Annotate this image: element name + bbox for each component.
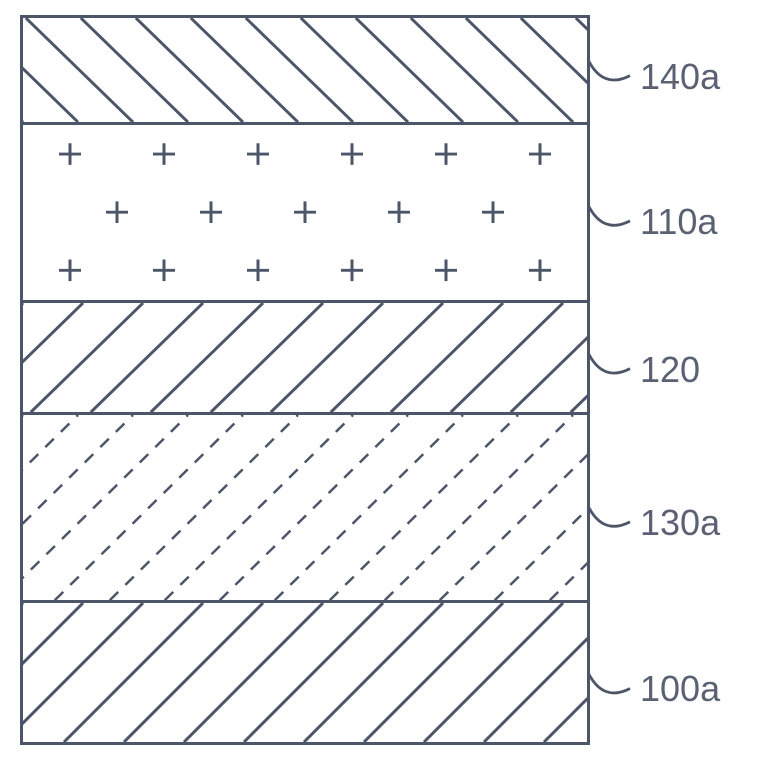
label-120: 120	[640, 349, 700, 391]
label-110a: 110a	[640, 201, 717, 243]
label-130a: 130a	[640, 502, 720, 544]
label-140a: 140a	[640, 56, 720, 98]
label-100a: 100a	[640, 668, 720, 710]
